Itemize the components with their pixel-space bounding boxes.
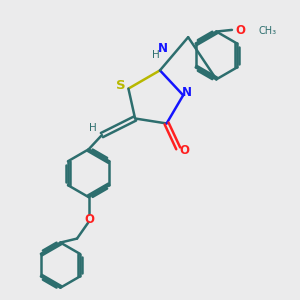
Text: H: H xyxy=(152,50,160,60)
Text: N: N xyxy=(182,86,191,99)
Text: N: N xyxy=(158,42,168,55)
Text: CH₃: CH₃ xyxy=(259,26,277,36)
Text: H: H xyxy=(89,123,97,134)
Text: O: O xyxy=(84,212,94,226)
Text: O: O xyxy=(180,144,190,157)
Text: S: S xyxy=(116,79,126,92)
Text: O: O xyxy=(235,24,245,37)
